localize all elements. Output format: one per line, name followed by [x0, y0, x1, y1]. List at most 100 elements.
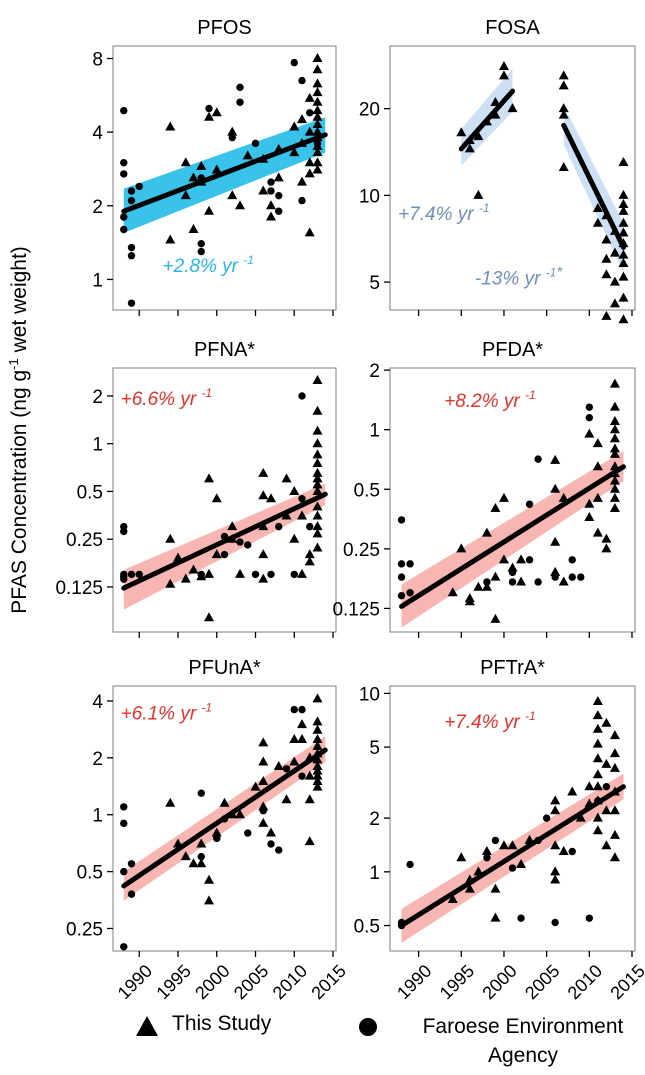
this-study-point	[227, 190, 238, 200]
this-study-point	[312, 164, 323, 174]
this-study-point	[592, 812, 603, 822]
this-study-point	[304, 227, 315, 237]
y-tick-label: 1	[369, 421, 380, 442]
this-study-point	[312, 96, 323, 106]
this-study-point	[490, 571, 501, 581]
faroese-point	[508, 578, 517, 586]
this-study-point	[481, 581, 492, 591]
faroese-point	[483, 578, 491, 586]
panel-title: PFUnA*	[188, 657, 260, 679]
this-study-point	[266, 211, 276, 221]
this-study-point	[464, 883, 475, 893]
this-study-point	[473, 189, 484, 199]
this-study-point	[558, 845, 569, 855]
y-tick-label: 0.5	[354, 480, 380, 501]
faroese-point	[534, 455, 542, 463]
this-study-point	[609, 829, 620, 839]
this-study-point	[180, 157, 191, 167]
faroese-point	[585, 914, 594, 922]
this-study-point	[312, 716, 323, 726]
faroese-point	[120, 106, 128, 115]
faroese-point	[127, 187, 136, 195]
faroese-point	[135, 182, 143, 191]
faroese-point	[534, 578, 542, 586]
x-tick-label: 2015	[307, 961, 349, 1003]
this-study-point	[609, 416, 620, 426]
y-tick-label: 2	[92, 387, 103, 408]
this-study-point	[498, 840, 509, 850]
this-study-point	[289, 147, 300, 157]
this-study-point	[498, 554, 509, 564]
faroese-point	[120, 213, 128, 221]
faroese-point	[127, 890, 136, 898]
faroese-point	[525, 500, 534, 508]
this-study-point	[584, 428, 595, 438]
this-study-point	[289, 756, 300, 766]
this-study-point	[297, 568, 307, 578]
this-study-point	[592, 710, 603, 720]
this-study-point	[204, 205, 214, 215]
this-study-point	[618, 205, 629, 215]
faroese-point	[259, 807, 267, 815]
rate-annotation: +7.4% yr -1	[398, 201, 489, 225]
faroese-point	[290, 58, 298, 67]
this-study-point	[312, 147, 323, 157]
this-study-point	[297, 114, 307, 124]
rate-annotation: +6.1% yr -1	[121, 700, 212, 724]
this-study-point	[211, 493, 222, 503]
this-study-point	[273, 760, 284, 770]
this-study-point	[498, 492, 509, 502]
this-study-point	[618, 271, 629, 281]
this-study-point	[456, 543, 467, 553]
this-study-point	[609, 805, 620, 815]
this-study-point	[550, 483, 561, 493]
this-study-point	[618, 157, 629, 167]
this-study-point	[304, 556, 315, 566]
y-tick-label: 1	[92, 270, 103, 291]
this-study-point	[211, 107, 222, 117]
this-study-point	[204, 111, 214, 121]
this-study-point	[601, 717, 612, 727]
this-study-point	[250, 781, 261, 791]
this-study-point	[165, 121, 176, 131]
this-study-point	[609, 424, 620, 434]
faroese-point	[267, 178, 275, 186]
faroese-point	[236, 83, 244, 92]
this-study-point	[204, 473, 214, 483]
legend-item-this-study: This Study	[134, 1012, 271, 1039]
y-tick-label: 10	[359, 186, 380, 207]
this-study-point	[609, 298, 620, 308]
faroese-point	[120, 170, 128, 178]
faroese-point	[491, 836, 500, 845]
y-tick-label: 4	[92, 692, 103, 713]
trend-line	[399, 784, 626, 929]
faroese-point	[127, 860, 136, 868]
this-study-point	[312, 693, 323, 703]
this-study-point	[312, 425, 323, 435]
faroese-point	[127, 570, 136, 579]
this-study-point	[266, 493, 276, 503]
y-tick-label: 0.125	[55, 578, 103, 599]
this-study-point	[235, 809, 245, 819]
faroese-point	[275, 522, 283, 531]
trend-line	[121, 747, 328, 889]
legend: This Study Faroese Environment Agency	[0, 1012, 645, 1072]
panel-title: PFDA*	[482, 339, 543, 361]
this-study-point	[601, 310, 612, 320]
trend-line	[561, 122, 626, 250]
this-study-point	[289, 533, 300, 543]
faroese-point	[568, 847, 576, 856]
this-study-point	[481, 527, 492, 537]
faroese-point	[244, 541, 252, 549]
y-tick-label: 0.125	[332, 599, 380, 620]
faroese-point	[120, 819, 128, 828]
x-tick-label: 1995	[152, 961, 194, 1003]
faroese-point	[127, 196, 136, 205]
x-tick-label: 2015	[606, 961, 645, 1003]
this-study-point	[618, 292, 629, 302]
this-study-point	[609, 492, 620, 502]
this-study-point	[592, 769, 603, 779]
this-study-point	[550, 805, 561, 815]
this-study-point	[550, 536, 561, 546]
